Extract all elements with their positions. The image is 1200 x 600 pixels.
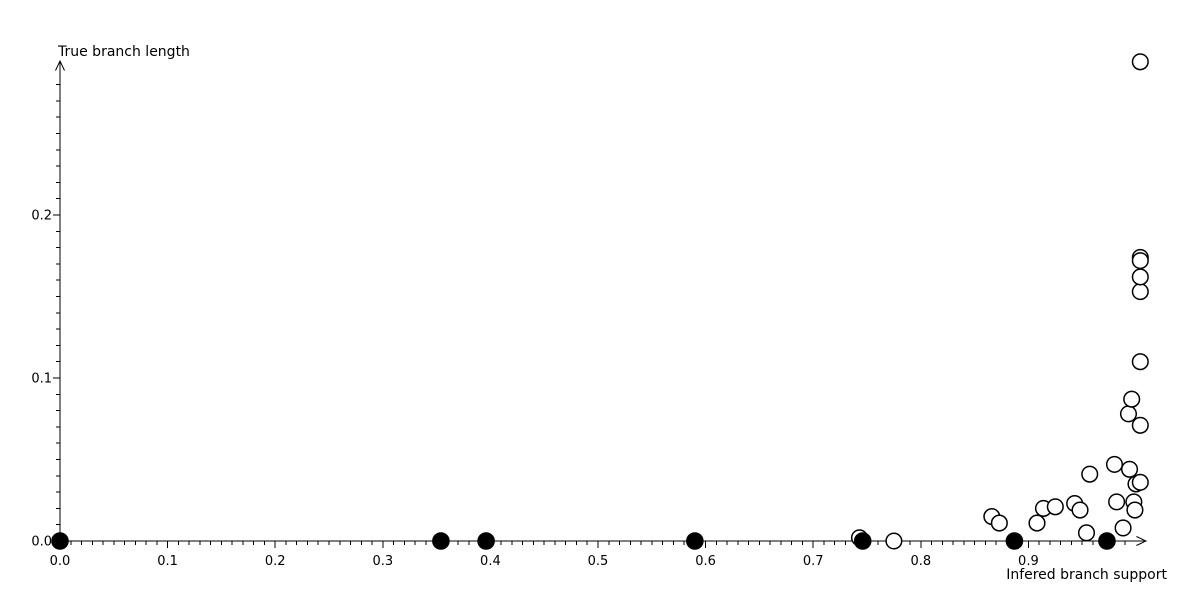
data-point-open xyxy=(1131,283,1149,301)
data-point-open xyxy=(1131,268,1149,286)
x-tick-label: 0.9 xyxy=(1018,554,1039,569)
y-tick-label: 0.1 xyxy=(31,372,52,387)
x-tick-label: 0.6 xyxy=(695,554,716,569)
data-point-open xyxy=(1105,455,1124,473)
x-tick-label: 0.2 xyxy=(265,554,286,569)
y-tick-label: 0.0 xyxy=(31,535,52,550)
data-point-open xyxy=(990,514,1008,532)
data-point-filled xyxy=(432,532,450,550)
data-point-open xyxy=(1123,390,1141,408)
y-axis-title: True branch length xyxy=(58,44,190,60)
data-point-open xyxy=(1114,519,1132,537)
data-point-open xyxy=(1131,252,1149,270)
data-point-open xyxy=(1046,498,1064,516)
x-tick-label: 0.3 xyxy=(372,554,393,569)
x-axis-title: Infered branch support xyxy=(1006,567,1167,583)
x-tick-label: 0.5 xyxy=(588,554,609,569)
data-point-filled xyxy=(477,532,495,550)
data-point-open xyxy=(1108,493,1126,511)
y-axis-arrowhead xyxy=(55,59,65,71)
data-point-open xyxy=(1081,465,1099,483)
data-point-open xyxy=(1131,416,1149,434)
data-point-open xyxy=(1126,501,1144,519)
x-tick-label: 0.4 xyxy=(480,554,501,569)
x-axis-arrowhead xyxy=(1136,536,1148,546)
data-point-open xyxy=(1119,405,1138,423)
data-point-open xyxy=(1131,473,1149,491)
x-tick-label: 0.1 xyxy=(157,554,178,569)
data-point-filled xyxy=(51,532,69,550)
x-tick-label: 0.7 xyxy=(803,554,824,569)
data-point-open xyxy=(885,532,903,550)
data-point-open xyxy=(1131,353,1149,371)
data-point-filled xyxy=(1005,532,1024,550)
y-tick-label: 0.2 xyxy=(31,209,52,224)
data-point-open xyxy=(1131,53,1149,71)
data-point-open xyxy=(1071,501,1089,519)
data-point-filled xyxy=(853,532,872,550)
data-point-filled xyxy=(686,532,704,550)
x-tick-label: 0.8 xyxy=(910,554,931,569)
data-point-open xyxy=(1028,514,1046,532)
data-point-filled xyxy=(1098,532,1116,550)
x-tick-label: 0.0 xyxy=(50,554,71,569)
data-point-open xyxy=(1120,460,1139,478)
data-point-open xyxy=(1077,524,1096,542)
